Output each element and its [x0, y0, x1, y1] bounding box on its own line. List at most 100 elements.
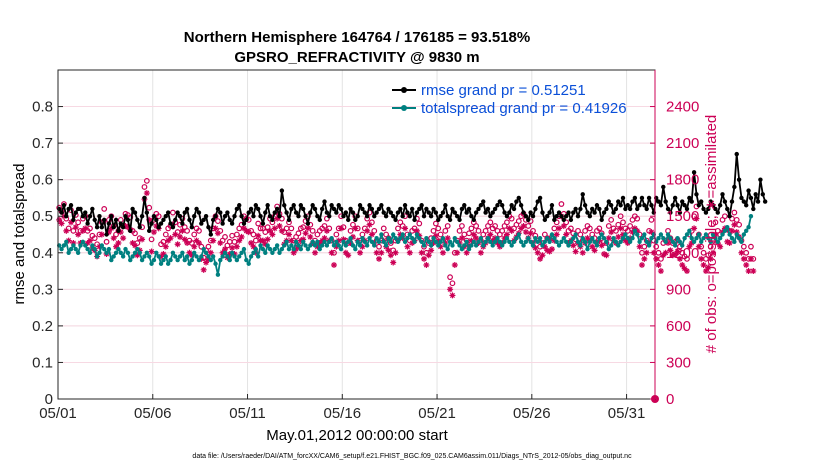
rmse-point — [464, 210, 469, 215]
obs-possible-point — [731, 209, 738, 216]
obs-assimilated-point — [672, 250, 679, 257]
totalspread-point — [407, 232, 413, 237]
totalspread-point — [59, 246, 64, 252]
totalspread-point — [433, 239, 439, 245]
totalspread-point — [504, 235, 510, 241]
totalspread-point — [201, 246, 206, 252]
totalspread-point — [698, 239, 704, 245]
obs-assimilated-point — [738, 249, 745, 256]
rmse-point — [623, 206, 628, 212]
rmse-point — [59, 210, 64, 215]
obs-assimilated-point — [679, 261, 686, 268]
obs-assimilated-point — [86, 237, 93, 244]
obs-assimilated-point — [342, 249, 349, 256]
totalspread-point — [736, 235, 742, 241]
obs-possible-point — [667, 235, 674, 242]
obs-possible-point — [430, 227, 437, 234]
obs-assimilated-point — [409, 240, 416, 247]
obs-assimilated-point — [120, 235, 127, 242]
obs-assimilated-point — [333, 243, 340, 250]
obs-assimilated-point — [399, 235, 406, 242]
obs-possible-point — [215, 218, 221, 224]
totalspread-point — [476, 239, 481, 245]
totalspread-point — [75, 250, 81, 255]
rmse-point — [137, 224, 142, 230]
rmse-point — [720, 192, 725, 197]
obs-assimilated-point — [134, 252, 141, 259]
rmse-point — [696, 203, 702, 208]
data-file-footnote: data file: /Users/raeder/DAI/ATM_forcXX/… — [192, 453, 632, 460]
obs-possible-point — [160, 238, 167, 245]
totalspread-point — [123, 246, 128, 252]
obs-assimilated-point — [636, 243, 643, 250]
obs-assimilated-point — [579, 249, 586, 256]
totalspread-point — [620, 235, 626, 241]
y-tick-label-left: 0.1 — [32, 354, 53, 371]
rmse-point — [407, 214, 413, 219]
obs-assimilated-point — [77, 240, 84, 247]
totalspread-point — [715, 239, 720, 245]
totalspread-point — [331, 243, 337, 248]
totalspread-point — [322, 239, 327, 245]
totalspread-point — [547, 239, 552, 245]
totalspread-point — [575, 239, 581, 245]
obs-possible-point — [198, 243, 205, 250]
obs-assimilated-point — [364, 227, 371, 234]
rmse-point — [426, 210, 431, 215]
totalspread-point — [222, 250, 228, 255]
rmse-point — [497, 199, 503, 204]
totalspread-point — [481, 243, 486, 248]
obs-assimilated-point — [236, 237, 243, 244]
obs-assimilated-point — [278, 227, 285, 234]
totalspread-point — [592, 239, 597, 245]
totalspread-point — [305, 246, 311, 252]
obs-assimilated-point — [537, 255, 544, 262]
totalspread-point — [196, 257, 202, 263]
rmse-point — [739, 195, 744, 201]
totalspread-point — [379, 232, 384, 237]
obs-assimilated-point — [570, 242, 577, 249]
totalspread-point — [590, 235, 595, 241]
obs-assimilated-point — [463, 249, 470, 256]
obs-possible-point — [634, 215, 641, 222]
obs-possible-point — [262, 229, 269, 235]
totalspread-point — [101, 246, 107, 252]
obs-assimilated-point — [63, 227, 70, 234]
rmse-point — [450, 206, 455, 212]
obs-assimilated-point — [444, 235, 451, 242]
totalspread-point — [720, 232, 725, 237]
totalspread-point — [324, 243, 330, 248]
obs-assimilated-point — [430, 240, 437, 247]
rmse-point — [428, 214, 434, 219]
obs-possible-point — [257, 225, 264, 232]
rmse-point — [594, 203, 600, 208]
totalspread-point — [350, 243, 356, 248]
obs-assimilated-point — [406, 249, 413, 256]
obs-possible-point — [323, 215, 330, 222]
totalspread-point — [533, 235, 538, 241]
rmse-point — [374, 210, 379, 215]
totalspread-point — [649, 235, 654, 241]
totalspread-point — [680, 243, 685, 248]
totalspread-point — [606, 246, 612, 252]
totalspread-point — [665, 232, 671, 237]
totalspread-point — [729, 235, 735, 241]
totalspread-point — [218, 257, 223, 263]
obs-assimilated-point — [546, 248, 553, 255]
obs-assimilated-point — [603, 252, 610, 259]
rmse-point — [561, 217, 566, 223]
x-tick-label: 05/06 — [134, 405, 172, 422]
rmse-point — [556, 210, 562, 215]
rmse-point — [196, 210, 202, 215]
rmse-point — [419, 203, 424, 208]
y-tick-label-left: 0.6 — [32, 172, 53, 189]
totalspread-point — [414, 232, 420, 237]
rmse-point — [248, 206, 254, 212]
rmse-point — [383, 214, 389, 219]
totalspread-point — [132, 250, 138, 255]
rmse-point — [563, 214, 569, 219]
totalspread-point — [165, 261, 171, 266]
rmse-point — [239, 214, 244, 219]
rmse-point — [490, 210, 495, 215]
